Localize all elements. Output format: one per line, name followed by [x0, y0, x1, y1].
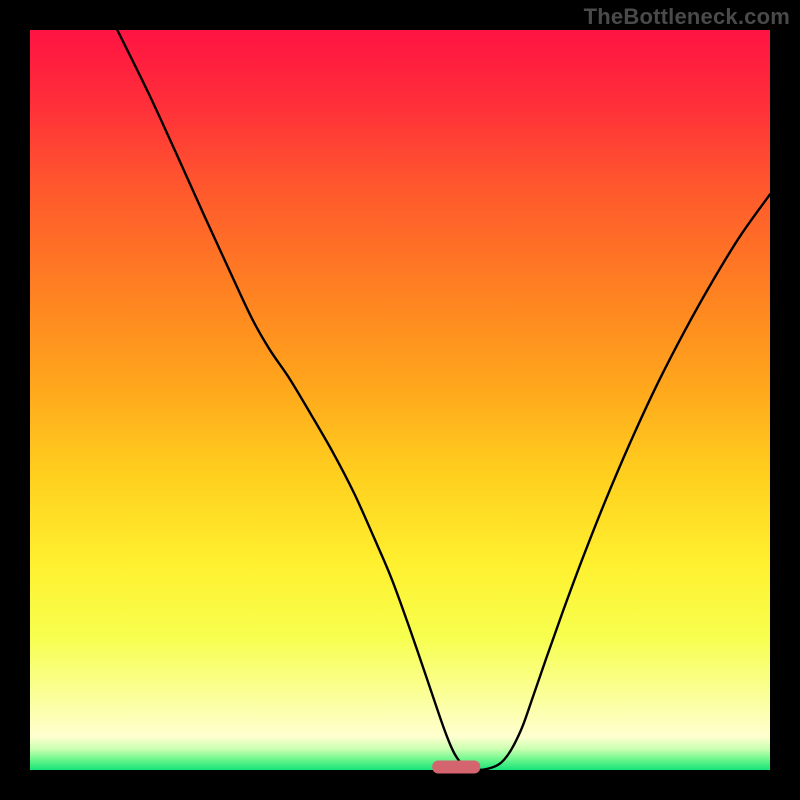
plot-gradient — [30, 30, 770, 770]
watermark-text: TheBottleneck.com — [584, 4, 790, 30]
optimum-marker — [432, 761, 480, 774]
chart-svg — [0, 0, 800, 800]
chart-stage: TheBottleneck.com — [0, 0, 800, 800]
